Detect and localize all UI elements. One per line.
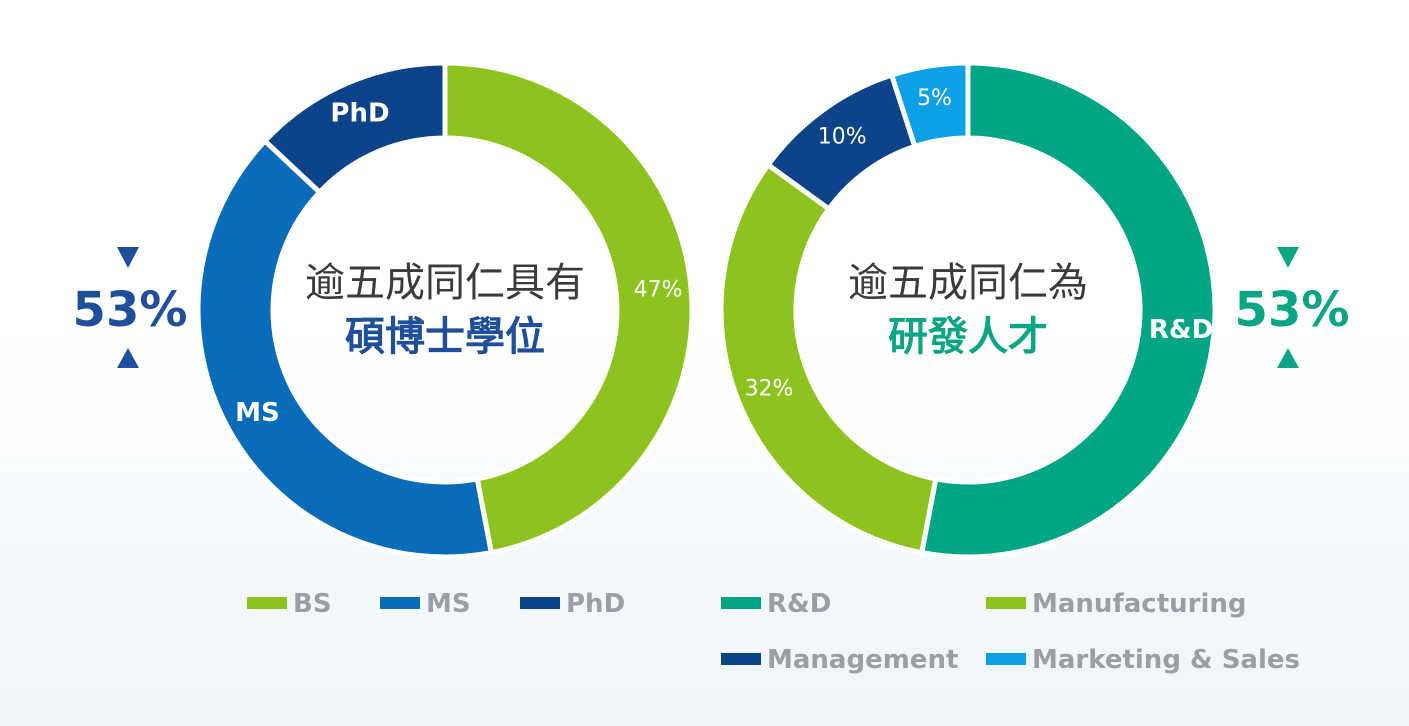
legend-swatch-phd [520,597,560,609]
education-down-arrow-icon [117,247,139,268]
legend-swatch-marketing-sales [986,653,1026,665]
function-center-line2: 研發人才 [888,314,1048,360]
function-slice-labels: R&D 32% 10% 5% [745,86,1214,401]
education-center-line2: 碩博士學位 [345,314,545,360]
education-donut-chart: 47% MS PhD 逾五成同仁具有 碩博士學位 53% [73,60,695,560]
legend-label-marketing-sales: Marketing & Sales [1032,645,1300,675]
legend-label-management: Management [767,645,958,675]
education-legend: BS MS PhD [247,589,625,619]
legend-label-manufacturing: Manufacturing [1032,589,1247,619]
slice-label-phd: PhD [330,99,389,129]
slice-label-randd: R&D [1149,315,1213,345]
legend-label-phd: PhD [566,589,625,619]
legend-item-marketing-sales: Marketing & Sales [986,645,1300,675]
legend-label-rnd: R&D [767,589,831,619]
slice-marketing-and-sales [888,60,971,150]
function-side-value: 53% [1235,282,1350,338]
slice-label-management: 10% [818,124,867,149]
function-up-arrow-icon [1277,348,1299,368]
slice-label-bs: 47% [634,277,683,302]
legend-item-bs: BS [247,589,332,619]
legend-item-ms: MS [380,589,471,619]
education-slice-labels: 47% MS PhD [235,99,682,428]
legend-item-manufacturing: Manufacturing [986,589,1247,619]
function-legend: R&D Manufacturing Management Marketing &… [721,589,1300,675]
legend-swatch-rnd [721,597,761,609]
legend-swatch-ms [380,597,420,609]
slice-label-manufacturing: 32% [745,376,794,401]
legend-item-phd: PhD [520,589,625,619]
slice-label-ms: MS [235,398,280,428]
legend-label-ms: MS [426,589,471,619]
slice-manufacturing [718,161,939,556]
function-down-arrow-icon [1277,247,1299,268]
slice-label-marketing-and-sales: 5% [917,86,952,111]
legend-swatch-bs [247,597,287,609]
slice-phd [261,60,448,196]
function-center-line1: 逾五成同仁為 [848,260,1088,306]
legend-swatch-manufacturing [986,597,1026,609]
slice-randd [918,60,1218,560]
education-side-value: 53% [73,282,188,338]
legend-item-management: Management [721,645,958,675]
function-slices [718,60,1218,560]
slice-bs [442,60,695,556]
slice-ms [195,137,495,560]
education-slices [195,60,695,560]
legend-label-bs: BS [293,589,332,619]
legend-item-rnd: R&D [721,589,831,619]
function-donut-chart: R&D 32% 10% 5% 逾五成同仁為 研發人才 53% [718,60,1350,560]
education-center-line1: 逾五成同仁具有 [305,260,585,306]
education-up-arrow-icon [117,348,139,368]
legend-swatch-management [721,653,761,665]
